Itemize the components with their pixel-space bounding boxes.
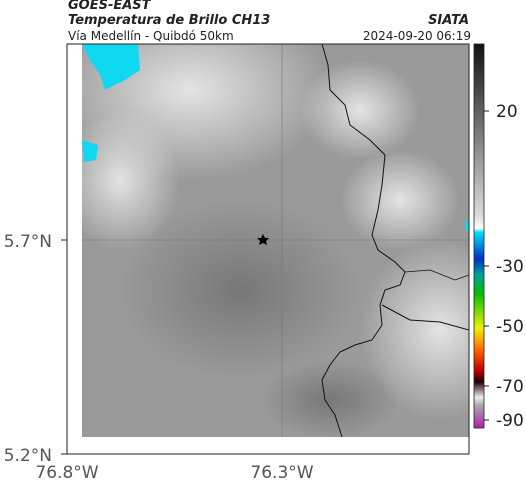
lat-tick-label: 5.7°N [4, 232, 52, 252]
lon-tick-label: 76.8°W [35, 463, 98, 483]
satellite-title: GOES-EAST [68, 0, 152, 13]
source-label: SIATA [428, 13, 469, 28]
lat-tick-label: 5.2°N [4, 446, 52, 466]
colorbar-ticks [484, 110, 489, 421]
satellite-image [82, 44, 469, 437]
map-frame [66, 43, 470, 455]
datetime-label: 2024-09-20 06:19 [363, 29, 471, 43]
location-star [257, 234, 269, 245]
colorbar-tick-label: -90 [496, 411, 524, 431]
route-subtitle: Vía Medellín - Quibdó 50km [68, 29, 234, 43]
colorbar-tick-label: -30 [496, 257, 524, 277]
colorbar-tick-label: 20 [496, 102, 518, 122]
colorbar-tick-label: -70 [496, 377, 524, 397]
product-title: Temperatura de Brillo CH13 [68, 13, 270, 28]
colorbar-tick-label: -50 [496, 317, 524, 337]
colorbar [473, 43, 485, 429]
lon-tick-label: 76.3°W [250, 463, 313, 483]
